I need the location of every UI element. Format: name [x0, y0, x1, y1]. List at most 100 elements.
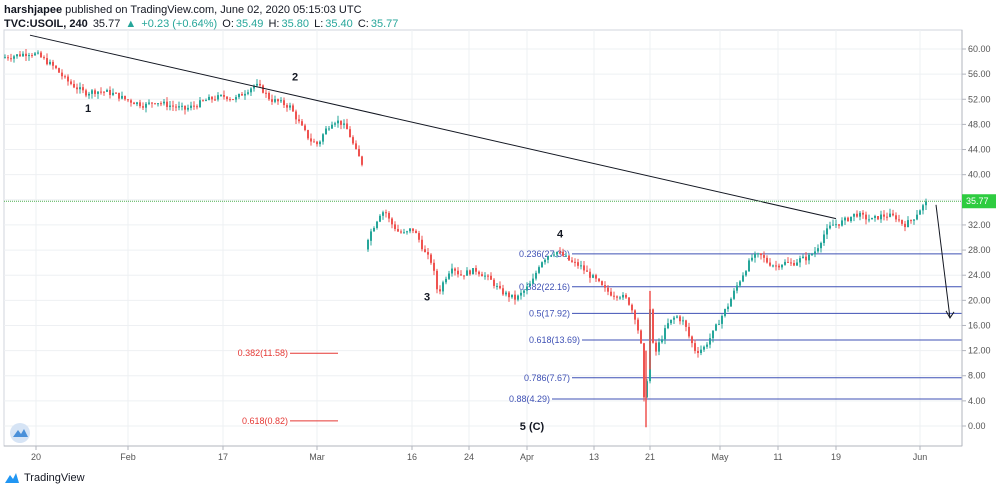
candle-body [517, 295, 519, 300]
candle-body [568, 255, 570, 261]
candle-body [394, 224, 396, 230]
candle-body [910, 220, 912, 222]
chart-header: harshjapee published on TradingView.com,… [4, 3, 400, 31]
candle-body [19, 54, 21, 57]
candle-body [295, 111, 297, 120]
tradingview-watermark-icon [10, 423, 30, 443]
candle-body [451, 268, 453, 274]
fib-extension-label: 0.382(11.58) [238, 348, 288, 358]
candle-body [115, 92, 117, 94]
candle-body [460, 274, 462, 276]
candle-body [550, 255, 552, 257]
candle-body [655, 342, 657, 352]
candle-body [709, 338, 711, 345]
candle-body [904, 223, 906, 228]
candle-body [820, 242, 822, 249]
candle-body [319, 141, 321, 145]
price-tick-label: 20.00 [968, 295, 991, 305]
candle-body [220, 95, 222, 97]
candle-body [481, 274, 483, 277]
candle-body [589, 271, 591, 278]
candle-body [259, 83, 261, 86]
candle-body [274, 99, 276, 102]
candle-body [571, 260, 573, 262]
candle-body [340, 120, 342, 125]
candle-body [532, 278, 534, 284]
candle-body [562, 251, 564, 256]
wave-label: 5 (C) [520, 421, 545, 433]
candle-body [631, 304, 633, 311]
tradingview-logo[interactable]: TradingView [4, 472, 85, 484]
time-tick-label: Jun [913, 452, 928, 462]
up-triangle-icon: ▲ [125, 18, 137, 30]
candle-body [583, 265, 585, 271]
drawn-lines[interactable] [4, 34, 962, 319]
candle-body [766, 257, 768, 263]
candle-body [853, 213, 855, 217]
candle-body [763, 255, 765, 258]
candle-body [769, 262, 771, 266]
price-tick-label: 28.00 [968, 245, 991, 255]
candle-body [736, 285, 738, 291]
candle-body [58, 68, 60, 73]
candle-body [112, 92, 114, 95]
tradingview-logo-icon [5, 473, 19, 483]
candle-body [892, 213, 894, 216]
time-tick-label: May [711, 452, 729, 462]
candle-body [55, 65, 57, 69]
candle-body [787, 261, 789, 263]
candle-body [700, 349, 702, 354]
candle-body [553, 254, 555, 256]
candle-body [730, 298, 732, 307]
price-tick-label: 52.00 [968, 94, 991, 104]
candle-body [82, 87, 84, 91]
candle-body [223, 95, 225, 97]
candle-body [454, 268, 456, 271]
candle-body [805, 256, 807, 261]
candle-body [160, 103, 162, 105]
candle-body [229, 99, 231, 101]
chart-grid [3, 29, 963, 447]
candle-body [166, 101, 168, 107]
candle-body [292, 105, 294, 112]
candle-body [514, 294, 516, 300]
projection-arrow[interactable] [935, 204, 951, 318]
low-value: 35.40 [325, 18, 353, 30]
candle-body [601, 281, 603, 286]
candle-body [316, 141, 318, 145]
candle-body [925, 201, 927, 206]
author-name[interactable]: harshjapee [4, 4, 63, 16]
candle-body [499, 285, 501, 289]
ohlc-line: TVC:USOIL, 240 35.77 ▲ +0.23 (+0.64%) O:… [4, 17, 400, 31]
candle-body [688, 326, 690, 337]
candle-body [208, 96, 210, 101]
candle-body [412, 228, 414, 231]
candle-body [757, 253, 759, 255]
candle-body [541, 262, 543, 268]
candle-body [877, 216, 879, 220]
candle-body [733, 290, 735, 299]
symbol-label: TVC:USOIL, 240 [4, 18, 88, 30]
candle-body [91, 90, 93, 94]
candle-body [355, 143, 357, 149]
candle-body [826, 228, 828, 235]
candle-body [97, 91, 99, 94]
time-tick-label: 16 [407, 452, 417, 462]
fib-retracement-levels[interactable]: 0.236(27.39) 0.382(22.16) 0.5(17.92) 0.618(… [238, 249, 962, 426]
candle-body [244, 93, 246, 96]
candle-body [151, 102, 153, 104]
candle-body [850, 216, 852, 222]
candle-body [322, 134, 324, 142]
time-axis[interactable]: 20 Feb 17 Mar 16 24 Apr 13 21 May 11 19 Jun [4, 445, 962, 462]
candle-body [94, 90, 96, 94]
candle-body [376, 221, 378, 228]
candle-body [868, 219, 870, 221]
candle-body [703, 346, 705, 350]
time-tick-label: 20 [31, 452, 41, 462]
candle-body [358, 148, 360, 157]
trend-line[interactable] [29, 34, 837, 220]
close-value: 35.77 [370, 18, 399, 30]
candle-body [124, 95, 126, 100]
price-axis[interactable]: 60.0056.0052.0048.0044.0040.0036.0032.00… [961, 30, 996, 446]
